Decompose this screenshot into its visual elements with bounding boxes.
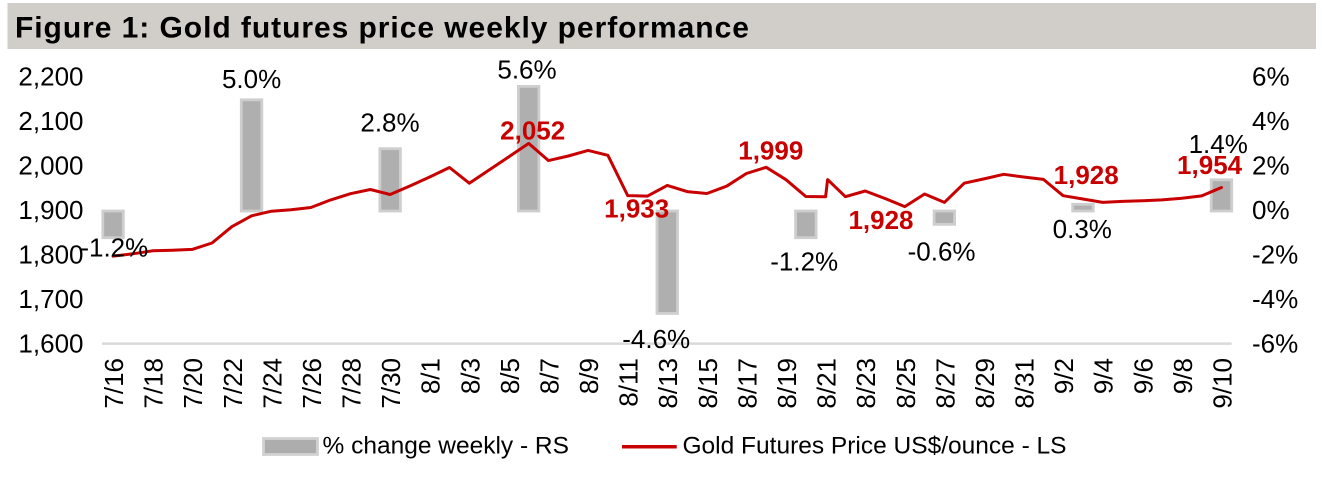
- svg-text:2%: 2%: [1252, 151, 1290, 181]
- svg-text:1,933: 1,933: [604, 194, 669, 224]
- svg-text:1,954: 1,954: [1177, 150, 1243, 180]
- svg-text:1,928: 1,928: [848, 205, 913, 235]
- svg-text:8/1: 8/1: [416, 358, 446, 394]
- svg-text:8/15: 8/15: [693, 358, 723, 409]
- svg-text:Figure 1: Gold futures price w: Figure 1: Gold futures price weekly perf…: [15, 12, 750, 45]
- svg-text:9/4: 9/4: [1089, 358, 1119, 394]
- svg-text:7/20: 7/20: [178, 358, 208, 409]
- svg-text:9/6: 9/6: [1128, 358, 1158, 394]
- svg-text:-6%: -6%: [1252, 329, 1298, 359]
- svg-text:8/5: 8/5: [495, 358, 525, 394]
- svg-text:9/10: 9/10: [1208, 358, 1238, 409]
- svg-text:8/7: 8/7: [535, 358, 565, 394]
- svg-text:-4.6%: -4.6%: [622, 324, 690, 354]
- svg-text:-0.6%: -0.6%: [908, 236, 976, 266]
- svg-text:7/16: 7/16: [99, 358, 129, 409]
- svg-text:1,700: 1,700: [18, 284, 83, 314]
- svg-text:9/2: 9/2: [1049, 358, 1079, 394]
- svg-text:1,928: 1,928: [1054, 160, 1119, 190]
- svg-text:4%: 4%: [1252, 106, 1290, 136]
- svg-text:Gold Futures Price US$/ounce -: Gold Futures Price US$/ounce - LS: [683, 433, 1067, 460]
- svg-text:1,600: 1,600: [18, 328, 83, 358]
- svg-text:7/18: 7/18: [139, 358, 169, 409]
- svg-text:7/22: 7/22: [218, 358, 248, 409]
- svg-text:8/3: 8/3: [455, 358, 485, 394]
- svg-text:8/23: 8/23: [851, 358, 881, 409]
- svg-text:% change weekly - RS: % change weekly - RS: [323, 433, 569, 460]
- svg-text:8/17: 8/17: [732, 358, 762, 409]
- svg-text:8/11: 8/11: [614, 358, 644, 407]
- svg-text:1,900: 1,900: [18, 195, 83, 225]
- svg-text:6%: 6%: [1252, 62, 1290, 92]
- svg-text:9/8: 9/8: [1168, 358, 1198, 394]
- svg-text:0%: 0%: [1252, 195, 1290, 225]
- svg-text:1,800: 1,800: [18, 239, 83, 269]
- svg-text:-2%: -2%: [1252, 240, 1298, 270]
- svg-text:7/30: 7/30: [376, 358, 406, 409]
- svg-text:2.8%: 2.8%: [360, 107, 419, 137]
- svg-text:7/26: 7/26: [297, 358, 327, 409]
- svg-text:2,100: 2,100: [18, 106, 83, 136]
- svg-text:5.0%: 5.0%: [222, 64, 281, 94]
- svg-text:-1.2%: -1.2%: [80, 232, 148, 262]
- svg-text:8/9: 8/9: [574, 358, 604, 394]
- svg-text:-4%: -4%: [1252, 284, 1298, 314]
- svg-text:2,000: 2,000: [18, 150, 83, 180]
- svg-text:8/29: 8/29: [970, 358, 1000, 409]
- svg-text:8/25: 8/25: [891, 358, 921, 409]
- svg-text:8/21: 8/21: [812, 358, 842, 409]
- svg-text:7/28: 7/28: [337, 358, 367, 409]
- svg-text:8/27: 8/27: [930, 358, 960, 409]
- svg-text:8/19: 8/19: [772, 358, 802, 409]
- svg-text:8/31: 8/31: [1010, 358, 1040, 409]
- svg-text:0.3%: 0.3%: [1053, 214, 1112, 244]
- svg-text:1.4%: 1.4%: [1189, 129, 1248, 159]
- svg-text:-1.2%: -1.2%: [770, 247, 838, 277]
- svg-text:1,999: 1,999: [738, 136, 803, 166]
- svg-text:2,200: 2,200: [18, 61, 83, 91]
- svg-text:7/24: 7/24: [257, 358, 287, 409]
- svg-text:8/13: 8/13: [653, 358, 683, 409]
- svg-text:2,052: 2,052: [500, 116, 565, 146]
- svg-text:5.6%: 5.6%: [497, 55, 556, 85]
